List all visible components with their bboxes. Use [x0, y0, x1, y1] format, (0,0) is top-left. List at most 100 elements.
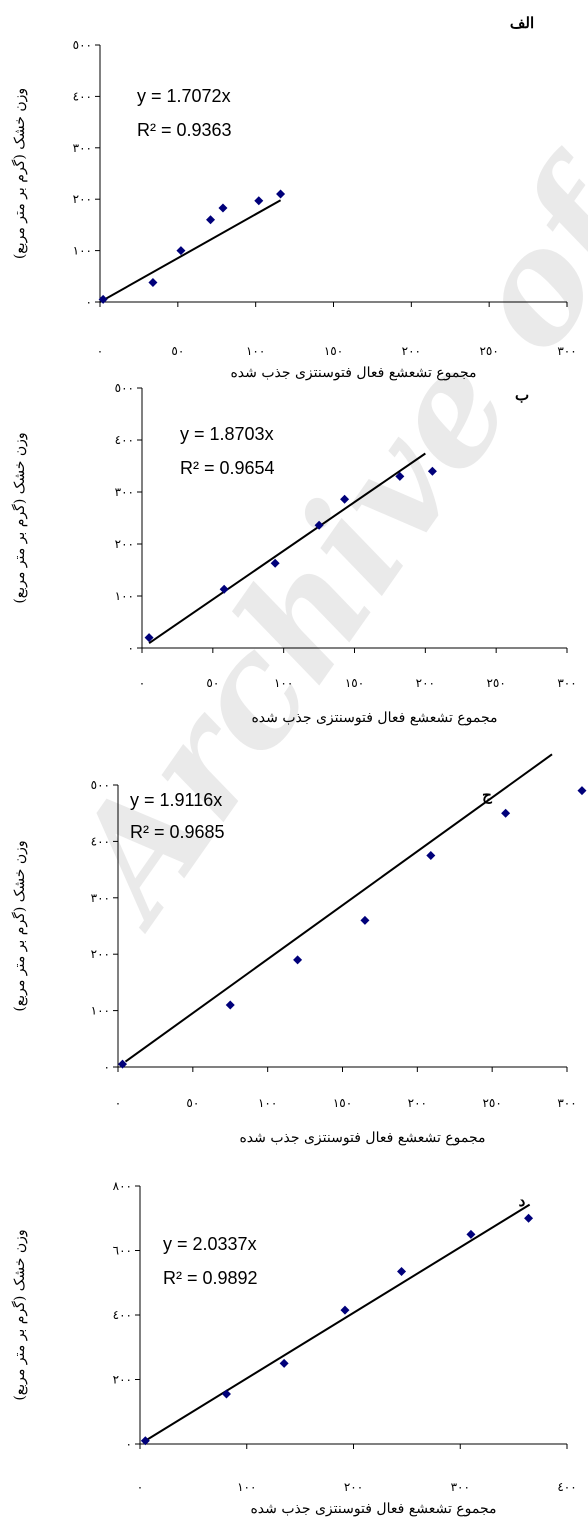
r-squared-label: R² = 0.9363: [137, 120, 232, 140]
regression-line: [99, 199, 282, 303]
y-axis-title: وزن خشک (گرم بر متر مربع): [11, 88, 28, 259]
x-tick-label: ٤٠٠: [557, 1480, 576, 1494]
x-tick-label: ٠: [97, 344, 103, 358]
data-point: [221, 1389, 231, 1399]
x-tick-label: ١٠٠: [237, 1480, 256, 1494]
x-tick-label: ٥٠: [171, 344, 184, 358]
x-axis-title: مجموع تشعشع فعال فتوسنتزی جذب شده: [250, 1501, 496, 1517]
chart-panel-alef: ٠ ١٠٠ ٢٠٠ ٣٠٠ ٤٠٠ ٥٠٠ ٠ ٥٠ ١٠٠ ١٥٠ ٢٠٠ ٢٥٠ ٣٠٠ y = 1.…: [0, 0, 588, 381]
x-tick-label: ٣٠٠: [557, 344, 576, 358]
y-axis-title: وزن خشک (گرم بر متر مربع): [11, 1229, 28, 1400]
x-tick-label: ٢٥٠: [479, 344, 498, 358]
chart-svg-alef: ٠ ١٠٠ ٢٠٠ ٣٠٠ ٤٠٠ ٥٠٠ ٠ ٥٠ ١٠٠ ١٥٠ ٢٠٠ ٢٥٠ ٣٠٠ y = 1.…: [11, 14, 577, 381]
data-point: [117, 1059, 127, 1069]
x-axis-title: مجموع تشعشع فعال فتوسنتزی جذب شده: [239, 1130, 485, 1146]
y-tick-label: ٥٠٠: [91, 778, 110, 792]
data-point: [397, 1266, 407, 1276]
data-point: [426, 851, 436, 860]
data-point: [218, 203, 228, 213]
panel-label: ب: [515, 386, 529, 404]
y-tick-label: ٤٠٠: [115, 433, 134, 447]
x-tick-label: ٥٠: [186, 1096, 199, 1110]
data-point: [395, 471, 405, 481]
x-tick-label: ٢٥٠: [486, 676, 505, 690]
data-point: [206, 215, 216, 225]
y-tick-label: ٤٠٠: [91, 834, 110, 848]
data-point: [501, 808, 511, 818]
y-tick-label: ٥٠٠: [73, 38, 92, 52]
chart-panel-be: ٠ ١٠٠ ٢٠٠ ٣٠٠ ٤٠٠ ٥٠٠ ٠ ٥٠ ١٠٠ ١٥٠ ٢٠٠ ٢٥٠ ٣٠٠ y = 1.…: [0, 380, 588, 780]
y-tick-label: ٢٠٠: [73, 192, 92, 206]
data-point: [270, 558, 280, 568]
data-point: [279, 1358, 289, 1368]
x-tick-label: ١٥٠: [345, 676, 364, 690]
data-point: [98, 294, 108, 304]
y-tick-label: ١٠٠: [91, 1004, 110, 1018]
x-tick-label: ٣٠٠: [557, 1096, 576, 1110]
data-point: [360, 915, 370, 925]
x-tick-label: ١٠٠: [258, 1096, 277, 1110]
data-point: [340, 1305, 350, 1315]
x-tick-label: ٢٠٠: [408, 1096, 427, 1110]
r-squared-label: R² = 0.9892: [163, 1268, 258, 1288]
regression-equation: y = 1.9116x: [130, 790, 222, 810]
x-tick-label: ٥٠: [206, 676, 219, 690]
x-tick-label: ١٠٠: [274, 676, 293, 690]
y-tick-label: ٥٠٠: [115, 381, 134, 395]
y-tick-label: ٤٠٠: [113, 1308, 132, 1322]
x-tick-label: ٢٠٠: [416, 676, 435, 690]
regression-line: [144, 1203, 531, 1442]
panel-label: الف: [510, 14, 534, 32]
y-tick-label: ٤٠٠: [73, 89, 92, 103]
data-point: [466, 1229, 476, 1239]
y-tick-label: ٠: [104, 1060, 110, 1074]
data-point: [144, 633, 154, 643]
panel-label: ج: [482, 786, 492, 804]
r-squared-label: R² = 0.9654: [180, 458, 275, 478]
regression-line: [124, 753, 553, 1063]
x-tick-label: ٠: [115, 1096, 121, 1110]
y-tick-label: ٦٠٠: [113, 1244, 132, 1258]
y-tick-label: ٣٠٠: [115, 485, 134, 499]
data-point: [524, 1213, 534, 1223]
y-tick-label: ١٠٠: [73, 244, 92, 258]
data-point: [427, 466, 437, 476]
chart-panel-dal: ٠ ٢٠٠ ٤٠٠ ٦٠٠ ٨٠٠ ٠ ١٠٠ ٢٠٠ ٣٠٠ ٤٠٠ y = 2.0337x R² …: [0, 1179, 588, 1527]
data-point: [148, 277, 158, 287]
x-tick-label: ٣٠٠: [557, 676, 576, 690]
chart-svg-jim: ٠ ١٠٠ ٢٠٠ ٣٠٠ ٤٠٠ ٥٠٠ ٠ ٥٠ ١٠٠ ١٥٠ ٢٠٠ ٢٥٠ ٣٠٠ y = 1.…: [11, 753, 587, 1146]
x-tick-label: ٢٠٠: [344, 1480, 363, 1494]
data-point: [225, 1000, 235, 1010]
y-tick-label: ٢٠٠: [91, 947, 110, 961]
x-tick-label: ٠: [137, 1480, 143, 1494]
y-tick-label: ٠: [126, 1437, 132, 1451]
y-tick-label: ٢٠٠: [115, 537, 134, 551]
panel-label: د: [519, 1192, 526, 1210]
chart-panel-jim: ٠ ١٠٠ ٢٠٠ ٣٠٠ ٤٠٠ ٥٠٠ ٠ ٥٠ ١٠٠ ١٥٠ ٢٠٠ ٢٥٠ ٣٠٠ y = 1.…: [0, 753, 588, 1180]
y-tick-label: ٢٠٠: [113, 1373, 132, 1387]
data-point: [340, 494, 350, 504]
regression-equation: y = 2.0337x: [163, 1234, 257, 1254]
data-point: [314, 520, 324, 530]
x-tick-label: ١٠٠: [246, 344, 265, 358]
x-tick-label: ٠: [139, 676, 145, 690]
x-tick-label: ٢٠٠: [402, 344, 421, 358]
y-axis-title: وزن خشک (گرم بر متر مربع): [11, 432, 28, 603]
x-axis-title: مجموع تشعشع فعال فتوسنتزی جذب شده: [230, 365, 476, 381]
data-point: [176, 246, 186, 256]
r-squared-label: R² = 0.9685: [130, 822, 225, 842]
data-point: [219, 584, 229, 594]
y-tick-label: ٣٠٠: [73, 141, 92, 155]
y-tick-label: ٣٠٠: [91, 891, 110, 905]
regression-line: [148, 452, 426, 644]
data-point: [293, 955, 303, 965]
y-axis-title: وزن خشک (گرم بر متر مربع): [11, 840, 28, 1011]
chart-svg-dal: ٠ ٢٠٠ ٤٠٠ ٦٠٠ ٨٠٠ ٠ ١٠٠ ٢٠٠ ٣٠٠ ٤٠٠ y = 2.0337x R² …: [11, 1179, 577, 1517]
data-point: [140, 1436, 150, 1446]
y-tick-label: ١٠٠: [115, 589, 134, 603]
chart-svg-be: ٠ ١٠٠ ٢٠٠ ٣٠٠ ٤٠٠ ٥٠٠ ٠ ٥٠ ١٠٠ ١٥٠ ٢٠٠ ٢٥٠ ٣٠٠ y = 1.…: [11, 381, 577, 726]
x-tick-label: ٢٥٠: [482, 1096, 501, 1110]
x-axis-title: مجموع تشعشع فعال فتوسنتزی جذب شده: [251, 710, 497, 726]
x-tick-label: ١٥٠: [324, 344, 343, 358]
data-point: [276, 189, 286, 199]
